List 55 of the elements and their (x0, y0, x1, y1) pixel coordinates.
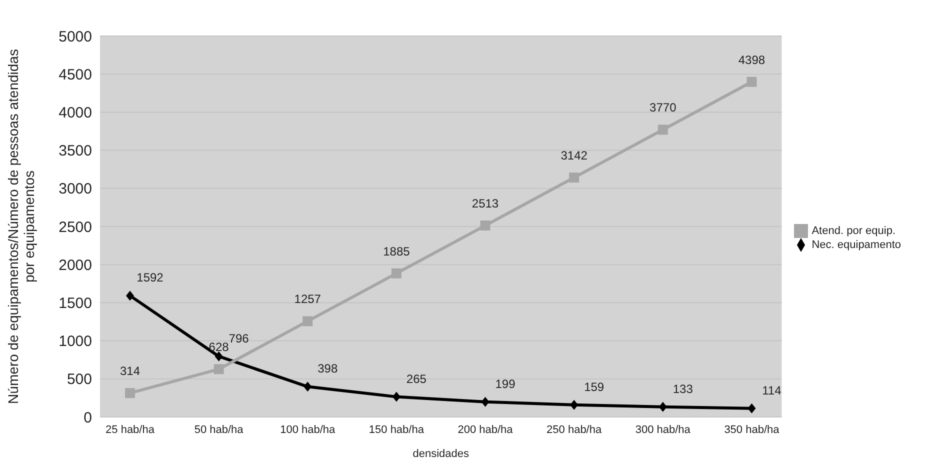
point (569, 172, 580, 183)
x-tick-label: 300 hab/ha (635, 424, 692, 436)
x-tick-label: 250 hab/ha (546, 424, 602, 436)
y-tick-label: 1000 (58, 333, 92, 350)
legend-label: Atend. por equip. (812, 224, 896, 236)
data-label: 1257 (294, 292, 322, 306)
data-label: 133 (672, 382, 694, 396)
data-label: 398 (318, 362, 338, 376)
y-tick-label: 3000 (58, 180, 92, 198)
y-tick-label: 1500 (58, 295, 92, 312)
y-tick-label: 4500 (58, 66, 92, 84)
data-label: 1885 (383, 244, 410, 258)
y-tick-label: 2000 (58, 256, 92, 274)
data-label: 3770 (650, 100, 677, 115)
point (214, 351, 223, 362)
point (125, 388, 135, 398)
point (481, 396, 490, 407)
data-label: 159 (584, 380, 604, 394)
x-tick-label: 50 hab/ha (194, 424, 244, 436)
data-label: 628 (208, 340, 230, 354)
point (658, 402, 667, 412)
point (392, 392, 400, 402)
y-tick-label: 2500 (58, 218, 92, 236)
y-tick-label: 3500 (58, 142, 92, 160)
x-tick-label: 25 hab/ha (106, 424, 156, 436)
data-label: 265 (406, 372, 427, 386)
x-tick-label: 200 hab/ha (458, 424, 514, 436)
point (304, 382, 312, 392)
data-label: 4398 (738, 52, 766, 67)
data-label: 3142 (560, 148, 588, 163)
data-label: 199 (495, 376, 516, 391)
x-tick-label: 350 hab/ha (724, 424, 780, 436)
data-label: 796 (228, 331, 250, 346)
point (746, 76, 757, 87)
y-tick-label: 4000 (58, 104, 92, 122)
x-tick-label: 100 hab/ha (280, 424, 336, 436)
y-tick-label: 5000 (58, 28, 92, 46)
data-label: 1592 (136, 270, 164, 285)
point (748, 403, 756, 414)
point (214, 364, 224, 374)
point (126, 290, 134, 301)
point (391, 268, 402, 278)
y-tick-label: 500 (66, 371, 92, 388)
legend-label: Nec. equipamento (812, 238, 901, 250)
point (658, 124, 668, 135)
point (570, 400, 578, 410)
data-label: 114 (762, 383, 782, 398)
x-tick-label: 150 hab/ha (368, 424, 425, 436)
y-tick-label: 0 (84, 409, 92, 426)
point (302, 316, 313, 326)
point (480, 220, 490, 231)
data-label: 2513 (472, 196, 499, 211)
y-axis-title: Número de equipamentos/Número de pessoas atendidas por equipamentos (5, 49, 37, 404)
x-axis-title: densidades (412, 448, 470, 460)
data-label: 314 (120, 364, 140, 378)
